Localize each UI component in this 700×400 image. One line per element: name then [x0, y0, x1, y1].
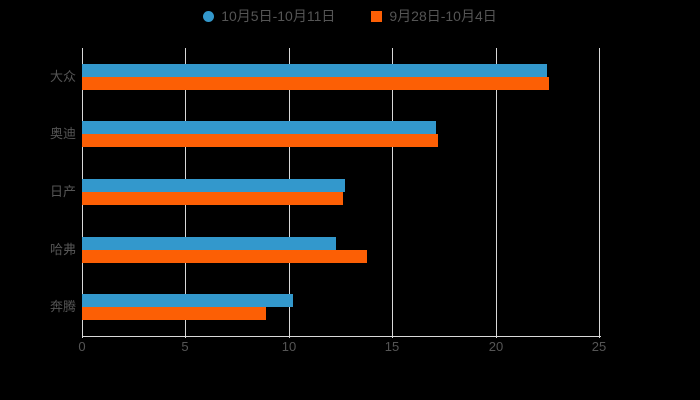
y-axis-tick-label: 日产 — [49, 184, 76, 199]
plot-area — [82, 48, 600, 336]
bar-group — [82, 237, 600, 263]
x-axis-tick-label: 20 — [488, 339, 504, 354]
x-axis-line — [82, 336, 601, 337]
x-axis-tick-label: 10 — [281, 339, 297, 354]
x-axis-tick-label: 0 — [78, 339, 86, 354]
legend-item-series-2[interactable]: 9月28日-10月4日 — [371, 8, 497, 24]
x-axis-tick-mark — [82, 334, 83, 338]
x-axis-tick-mark — [185, 334, 186, 338]
gridline-x-5 — [599, 48, 600, 336]
bar-series-2[interactable] — [82, 250, 367, 263]
legend-label-series-1: 10月5日-10月11日 — [221, 8, 336, 24]
bar-series-2[interactable] — [82, 134, 438, 147]
gridline-x-3 — [392, 48, 393, 336]
bar-series-2[interactable] — [82, 192, 343, 205]
bar-group — [82, 121, 600, 147]
x-axis-labels: 0 5 10 15 20 25 — [78, 334, 606, 358]
chart-legend: 10月5日-10月11日 9月28日-10月4日 — [0, 4, 700, 28]
x-axis-tick-mark — [599, 334, 600, 338]
gridline-x-4 — [496, 48, 497, 336]
bar-series-1[interactable] — [82, 179, 345, 192]
bar-group — [82, 179, 600, 205]
bar-series-1[interactable] — [82, 294, 293, 307]
x-axis-tick-label: 5 — [181, 339, 189, 354]
legend-circle-marker-blue — [203, 10, 215, 22]
bar-series-1[interactable] — [82, 121, 436, 134]
y-axis-tick-label: 奥迪 — [49, 126, 76, 141]
bar-group — [82, 294, 600, 320]
bar-series-2[interactable] — [82, 77, 549, 90]
x-axis-tick-mark — [289, 334, 290, 338]
bar-series-1[interactable] — [82, 237, 336, 250]
x-axis-tick-label: 15 — [384, 339, 400, 354]
y-axis-tick-label: 哈弗 — [49, 242, 76, 257]
x-axis-tick-mark — [392, 334, 393, 338]
legend-label-series-2: 9月28日-10月4日 — [389, 8, 497, 24]
bar-series-2[interactable] — [82, 307, 266, 320]
bar-group — [82, 64, 600, 90]
x-axis-tick-label: 25 — [591, 339, 607, 354]
legend-square-marker-orange — [371, 10, 383, 22]
y-axis-labels: 大众奥迪日产哈弗奔腾 — [0, 48, 76, 336]
y-axis-tick-label: 奔腾 — [49, 299, 76, 314]
x-axis-tick-mark — [496, 334, 497, 338]
y-axis-tick-label: 大众 — [49, 69, 76, 84]
legend-item-series-1[interactable]: 10月5日-10月11日 — [203, 9, 335, 23]
bar-series-1[interactable] — [82, 64, 547, 77]
